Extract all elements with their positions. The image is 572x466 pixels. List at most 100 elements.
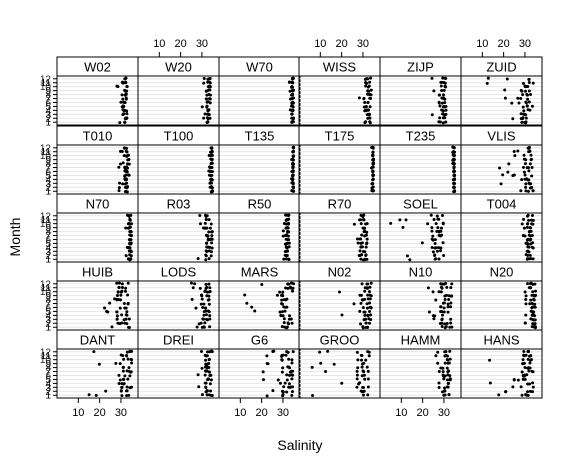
data-point [127,238,131,242]
data-point [115,281,119,285]
panel-soel: SOEL [379,193,462,263]
data-point [525,222,529,226]
y-tick-label: 4 [45,379,51,390]
data-point [516,149,520,153]
data-point [439,305,443,309]
y-tick-label: 1 [45,323,51,334]
y-tick-label: 10 [40,82,52,93]
data-point [206,117,210,121]
data-point [291,108,295,112]
data-point [261,370,265,374]
y-tick-label: 7 [45,163,51,174]
data-point [114,361,118,365]
data-point [206,100,210,104]
data-point [287,213,291,217]
data-point [124,189,128,193]
data-point [127,366,131,370]
data-point [204,97,208,101]
panel-zuid: ZUID [460,56,543,126]
strip-label: GROO [320,333,360,348]
data-point [363,229,367,233]
data-point [279,293,283,297]
data-point [123,374,127,378]
panel-t175: T175 [298,125,381,195]
panel-frame [379,280,462,331]
data-point [291,76,295,80]
panel-frame [379,212,462,263]
data-point [360,358,364,362]
data-point [531,241,535,245]
data-point [504,390,508,394]
data-point [202,77,206,81]
data-point [363,286,367,290]
data-point [533,302,537,306]
data-point [365,241,369,245]
data-point [450,325,454,329]
data-point [122,318,126,322]
data-point [285,241,289,245]
data-point [516,96,520,100]
data-point [511,174,515,178]
panel-t010: T010 [56,125,139,195]
data-point [208,286,212,290]
data-point [430,229,434,233]
data-point [364,317,368,321]
data-point [284,245,288,249]
data-point [528,302,532,306]
data-point [124,97,128,101]
data-point [204,369,208,373]
data-point [485,81,489,85]
panel-huib: HUIB [56,261,139,331]
data-point [281,290,285,294]
y-tick-label: 11 [41,351,52,362]
data-point [452,173,456,177]
data-point [441,76,445,80]
data-point [437,246,441,250]
data-point [291,373,295,377]
data-point [361,362,365,366]
y-tick-label: 3 [45,110,51,121]
data-point [449,301,453,305]
data-point [290,92,294,96]
data-point [447,294,451,298]
data-point [532,322,536,326]
data-point [488,381,492,385]
data-point [285,373,289,377]
panel-hamm: HAMM [379,329,462,399]
data-point [366,297,370,301]
data-point [210,178,214,182]
x-tick-label: 10 [314,38,326,50]
data-point [516,378,520,382]
data-point [442,88,446,92]
data-point [445,385,449,389]
data-point [292,282,296,286]
data-point [389,221,393,225]
data-point [125,116,129,120]
data-point [437,370,441,373]
data-point [531,257,535,261]
data-point [443,116,447,120]
data-point [368,309,372,313]
data-point [525,390,529,394]
data-point [121,365,125,369]
data-point [360,365,364,369]
data-point [526,97,530,101]
data-point [359,213,363,217]
data-point [438,120,442,124]
data-point [286,226,290,230]
data-point [358,237,362,241]
data-point [367,350,371,354]
strip-label: W20 [165,60,192,75]
data-point [197,322,201,326]
data-point [368,80,372,84]
data-point [202,302,206,306]
data-point [522,350,526,354]
data-point [203,290,207,294]
data-point [359,241,363,245]
y-tick-label: 5 [45,307,51,318]
strip-label: HAMM [401,333,441,348]
data-point [260,282,264,286]
data-point [282,257,286,261]
data-point [123,321,127,325]
strip-label: HANS [483,333,519,348]
